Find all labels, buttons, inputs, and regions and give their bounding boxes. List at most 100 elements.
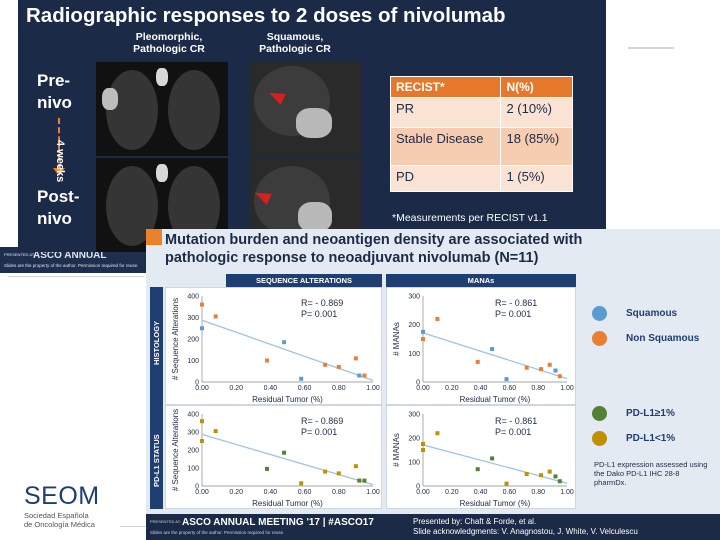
- y-axis-label: # Sequence Alterations: [171, 409, 180, 491]
- y-axis-label: # MANAs: [392, 433, 401, 467]
- x-tick-label: 0.60: [503, 385, 517, 392]
- slide-title: Mutation burden and neoantigen density a…: [165, 232, 583, 266]
- seom-logo-word: SEOM: [24, 482, 100, 510]
- data-point: [557, 479, 562, 484]
- row-header-histology: HISTOLOGY: [150, 287, 163, 405]
- stat-annotation: R= - 0.861: [495, 298, 537, 308]
- data-point: [200, 326, 204, 331]
- x-tick-label: 1.00: [366, 385, 380, 392]
- accent-square: [146, 229, 162, 245]
- y-tick-label: 100: [408, 460, 420, 467]
- data-point: [200, 439, 204, 443]
- x-tick-label: 0.20: [229, 489, 243, 496]
- legend-label-pdl1-negative: PD-L1<1%: [626, 433, 676, 444]
- data-point: [553, 474, 558, 479]
- data-point: [524, 472, 529, 476]
- x-axis-label: Residual Tumor (%): [460, 499, 531, 508]
- x-tick-label: 0.80: [332, 385, 346, 392]
- x-tick-label: 1.00: [366, 489, 380, 496]
- y-tick-label: 300: [187, 315, 199, 322]
- y-tick-label: 200: [187, 448, 199, 455]
- ct-scan-squamous-pre: [250, 62, 362, 156]
- ct-scan-pleomorphic-pre: [96, 62, 228, 156]
- legend-label-pdl1-positive: PD-L1≥1%: [626, 408, 675, 419]
- scatter-manas-histology: 0.00 0.20 0.40 0.60 0.80 1.00 0 100 200 300 Residu…: [392, 294, 574, 405]
- stat-annotation: P= 0.001: [495, 309, 531, 319]
- recist-value: 2 (10%): [500, 97, 573, 128]
- presented-by: Presented by: Chaft & Forde, et al.: [413, 517, 537, 526]
- row-header-pdl1-label: PD-L1 STATUS: [152, 434, 161, 487]
- data-point: [264, 466, 269, 471]
- row-header-pdl1-status: PD-L1 STATUS: [150, 405, 163, 509]
- x-tick-label: 0.00: [416, 489, 430, 496]
- background-divider-line: [120, 526, 146, 527]
- scatter-seq-histology: 0.00 0.20 0.40 0.60 0.80 1.00 0 100 200 300 400 Res…: [171, 294, 380, 405]
- y-tick-label: 0: [195, 484, 199, 491]
- data-point: [421, 337, 425, 341]
- data-point: [539, 367, 544, 372]
- recist-header-category: RECIST*: [389, 76, 502, 98]
- row-header-histology-label: HISTOLOGY: [152, 320, 161, 365]
- col-header-sequence-alterations: SEQUENCE ALTERATIONS: [226, 274, 382, 287]
- data-point: [282, 450, 287, 455]
- data-point: [475, 467, 480, 472]
- legend-dot-pdl1-positive: [592, 406, 607, 421]
- data-point: [299, 481, 304, 486]
- data-point: [336, 471, 341, 476]
- legend-dot-pdl1-negative: [592, 431, 607, 446]
- recist-footnote: *Measurements per RECIST v1.1: [392, 212, 548, 224]
- data-point: [213, 314, 218, 319]
- y-axis-label: # MANAs: [392, 322, 401, 356]
- regression-line: [422, 444, 568, 484]
- data-point: [524, 365, 529, 370]
- x-tick-label: 0.80: [332, 489, 346, 496]
- x-tick-label: 1.00: [560, 489, 574, 496]
- recist-category: PR: [389, 97, 502, 128]
- data-point: [539, 473, 544, 478]
- slide-footer: PRESENTED AT: ASCO ANNUAL MEETING '17 | …: [146, 514, 720, 540]
- pre-nivo-label: Pre- nivo: [37, 71, 72, 112]
- data-point: [421, 442, 425, 446]
- recist-header-count: N(%): [500, 76, 573, 98]
- x-tick-label: 0.80: [531, 489, 545, 496]
- seom-logo-subtitle: Sociedad Española de Oncología Médica: [24, 511, 95, 529]
- data-point: [362, 373, 367, 378]
- meeting-label: ASCO ANNUAL MEETING '17 | #ASCO17: [182, 517, 374, 528]
- x-axis-label: Residual Tumor (%): [252, 395, 323, 404]
- background-divider-line: [628, 47, 674, 49]
- x-tick-label: 0.60: [298, 489, 312, 496]
- post-nivo-label: Post- nivo: [37, 187, 80, 228]
- data-point: [553, 368, 558, 373]
- data-point: [353, 464, 358, 469]
- data-point: [200, 419, 204, 424]
- scatter-manas-pdl1: 0.00 0.20 0.40 0.60 0.80 1.00 0 100 200 300 Residu…: [392, 412, 574, 509]
- scatter-panel: 0.00 0.20 0.40 0.60 0.80 1.00 0 100 200 300 Residu…: [386, 287, 576, 405]
- data-point: [264, 358, 269, 363]
- data-point: [282, 340, 287, 345]
- data-point: [421, 448, 425, 452]
- presented-at-label: PRESENTED AT:: [4, 252, 35, 257]
- col-label-pleomorphic: Pleomorphic, Pathologic CR: [133, 31, 205, 55]
- col-label-squamous: Squamous, Pathologic CR: [259, 31, 331, 55]
- mutation-burden-slide: Mutation burden and neoantigen density a…: [146, 229, 720, 540]
- data-point: [323, 362, 328, 367]
- data-point: [557, 374, 562, 379]
- presented-at-label: PRESENTED AT:: [150, 519, 181, 524]
- y-tick-label: 400: [187, 294, 199, 301]
- stat-annotation: R= - 0.869: [301, 298, 343, 308]
- y-tick-label: 100: [187, 466, 199, 473]
- x-tick-label: 0.20: [445, 489, 459, 496]
- data-point: [323, 469, 328, 474]
- radiographic-responses-slide: Radiographic responses to 2 doses of niv…: [18, 0, 606, 252]
- data-point: [490, 347, 495, 352]
- x-tick-label: 1.00: [560, 385, 574, 392]
- regression-line: [201, 433, 374, 486]
- slide-acknowledgments: Slide acknowledgments: V. Anagnostou, J.…: [413, 527, 638, 536]
- y-tick-label: 0: [416, 380, 420, 387]
- y-tick-label: 300: [408, 412, 420, 419]
- presenter-credits: Presented by: Chaft & Forde, et al. Slid…: [413, 517, 638, 537]
- scatter-panel: 0.00 0.20 0.40 0.60 0.80 1.00 0 100 200 300 400 Res…: [165, 287, 382, 405]
- recist-value: 1 (5%): [500, 165, 573, 192]
- x-axis-label: Residual Tumor (%): [252, 499, 323, 508]
- x-tick-label: 0.00: [195, 489, 209, 496]
